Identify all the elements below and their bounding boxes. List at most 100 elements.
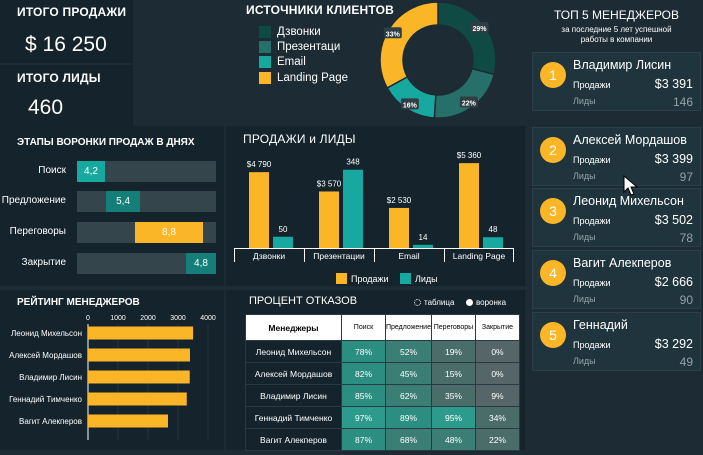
leads-value: 146 [672, 95, 693, 109]
x-tick-label: 1000 [110, 315, 126, 322]
refusal-percent-cell: 97% [341, 406, 386, 429]
funnel-stage-label: Поиск [38, 165, 66, 176]
table-row: Геннадий Тимченко 97% 89% 95% 34% [245, 406, 520, 429]
legend-sales-label: Продажи [351, 273, 389, 284]
toggle-funnel-label: воронка [476, 298, 507, 307]
ranking-bar [88, 326, 194, 340]
manager-card[interactable]: 3 Леонид Михельсон Продажи $3 502 Лиды 78 [532, 188, 701, 247]
col-header-negotiation: Переговоры [430, 314, 476, 341]
leads-label: Лиды [573, 232, 596, 242]
manager-card[interactable]: 5 Геннадий Продажи $3 292 Лиды 49 [532, 312, 701, 371]
refusal-percent-cell: 62% [385, 384, 432, 407]
total-leads-title: ИТОГО ЛИДЫ [17, 71, 101, 85]
sales-bar [389, 207, 409, 248]
donut-slice [433, 67, 496, 119]
x-tick-label: 4000 [200, 315, 216, 322]
funnel-bar: 4,2 [77, 161, 106, 182]
refusal-percent-cell: 0% [474, 340, 520, 363]
sales-data-label: $2 530 [387, 196, 412, 205]
leads-data-label: 14 [419, 233, 428, 242]
table-row: Вагит Алекперов 87% 68% 48% 22% [245, 428, 520, 451]
leads-label: Лиды [573, 294, 596, 304]
funnel-stage-label: Закрытие [21, 257, 66, 268]
donut-label-box [400, 98, 419, 110]
manager-name-cell: Геннадий Тимченко [245, 406, 342, 429]
refusals-table: Менеджеры Поиск Предложение Переговоры З… [245, 314, 520, 451]
funnel-stage-label: Переговоры [9, 226, 66, 237]
manager-card[interactable]: 4 Вагит Алекперов Продажи $2 666 Лиды 90 [532, 250, 701, 309]
sales-value: $3 292 [654, 337, 693, 351]
sales-value: $3 502 [654, 213, 693, 227]
toggle-funnel[interactable]: воронка [466, 298, 506, 307]
top5-title: ТОП 5 МЕНЕДЖЕРОВ [553, 8, 680, 22]
refusal-percent-cell: 48% [430, 428, 476, 451]
sales-label: Продажи [573, 278, 611, 288]
x-tick-label: 2000 [140, 315, 156, 322]
legend-label: Landing Page [277, 72, 348, 84]
legend-item-calls: Дзвонки [259, 26, 321, 38]
legend-item-email: Email [259, 56, 306, 68]
ranking-bar [88, 414, 168, 428]
sales-value: $3 399 [654, 152, 693, 166]
funnel-track: 4,2 [77, 161, 216, 182]
total-sales-title: ИТОГО ПРОДАЖИ [17, 5, 127, 19]
refusal-percent-cell: 15% [430, 362, 476, 385]
ranking-manager-label: Леонид Михельсон [11, 329, 82, 338]
sales-label: Продажи [573, 80, 611, 90]
sources-donut-chart: 29% 22% 16% 33% [379, 1, 497, 119]
leads-value: 97 [679, 170, 693, 184]
sales-data-label: $4 790 [247, 160, 272, 169]
toggle-table[interactable]: таблица [414, 298, 454, 307]
mouse-cursor-icon [623, 175, 639, 196]
refusal-percent-cell: 34% [474, 406, 520, 429]
manager-card[interactable]: 1 Владимир Лисин Продажи $3 391 Лиды 146 [532, 52, 701, 111]
refusal-percent-cell: 82% [341, 362, 386, 385]
client-sources-title: ИСТОЧНИКИ КЛИЕНТОВ [246, 3, 395, 17]
donut-label-box [383, 27, 402, 39]
legend-label: Презентаци [277, 41, 341, 53]
manager-name: Владимир Лисин [573, 58, 672, 72]
leads-data-label: 348 [346, 158, 360, 167]
rank-badge: 3 [540, 198, 566, 224]
refusal-percent-cell: 87% [341, 428, 386, 451]
legend-sales: Продажи [336, 273, 389, 284]
refusal-percent-cell: 19% [430, 340, 476, 363]
category-label: Email [398, 251, 419, 261]
sales-label: Продажи [573, 155, 611, 165]
donut-slice [379, 1, 439, 89]
manager-name-cell: Алексей Мордашов [245, 362, 342, 385]
sales-value: $2 666 [654, 275, 693, 289]
ranking-manager-label: Геннадий Тимченко [9, 395, 82, 404]
ranking-manager-label: Алексей Мордашов [9, 351, 82, 360]
legend-label: Email [277, 56, 306, 68]
funnel-stages-panel: ЭТАПЫ ВОРОНКИ ПРОДАЖ В ДНЯХ Поиск 4,2 Пред… [0, 126, 224, 286]
leads-value: 78 [679, 231, 693, 245]
refusal-percent-cell: 45% [385, 362, 432, 385]
funnel-track: 8,8 [77, 222, 216, 243]
top5-subtitle: за последние 5 лет успешной работы в ком… [561, 25, 672, 44]
leads-value: 90 [679, 293, 693, 307]
rank-badge: 2 [540, 137, 566, 163]
leads-bar [413, 244, 433, 248]
col-header-proposal: Предложение [385, 314, 432, 341]
legend-item-presentations: Презентаци [259, 41, 340, 53]
leads-bar [343, 169, 363, 248]
refusal-percent-cell: 95% [430, 406, 476, 429]
sales-bar [319, 191, 339, 248]
manager-name: Вагит Алекперов [573, 256, 672, 270]
radio-icon [414, 299, 421, 306]
manager-name-cell: Владимир Лисин [245, 384, 342, 407]
ranking-bar [88, 392, 187, 406]
donut-slice-label: 16% [403, 102, 418, 109]
rank-badge: 4 [540, 260, 566, 286]
funnel-bar: 4,8 [185, 253, 216, 274]
manager-name: Леонид Михельсон [573, 194, 684, 208]
donut-label-box [459, 96, 478, 108]
leads-bar [483, 237, 503, 248]
x-tick-label: 3000 [170, 315, 186, 322]
refusal-percent-cell: 35% [430, 384, 476, 407]
manager-card[interactable]: 2 Алексей Мордашов Продажи $3 399 Лиды 97 [532, 127, 701, 186]
x-tick-label: 0 [86, 315, 90, 322]
legend-leads-label: Лиды [415, 273, 438, 284]
funnel-track: 5,4 [77, 191, 216, 212]
